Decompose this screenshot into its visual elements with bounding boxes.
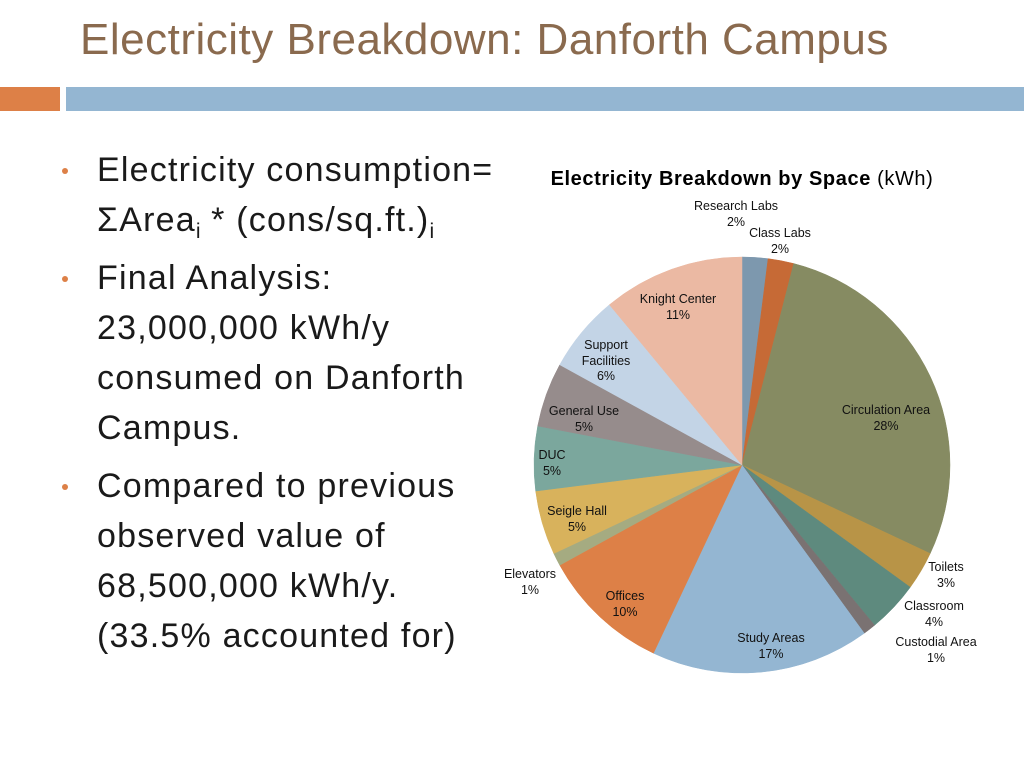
bullet-dot-icon	[62, 276, 68, 282]
bullet-dot-icon	[62, 484, 68, 490]
slide-title: Electricity Breakdown: Danforth Campus	[80, 15, 889, 64]
bullet-item: Final Analysis: 23,000,000 kWh/y consume…	[62, 253, 517, 453]
bullet-line: consumed on Danforth	[97, 359, 465, 397]
formula-consumption: * (cons/sq.ft.)	[200, 201, 430, 239]
pie-slice-study-areas	[653, 464, 865, 674]
bullet-line: 68,500,000 kWh/y.	[97, 567, 399, 605]
bullet-line: observed value of	[97, 517, 386, 555]
pie-chart	[533, 256, 951, 674]
bullet-list: Electricity consumption= ΣAreai * (cons/…	[62, 145, 517, 669]
bullet-item: Compared to previous observed value of 6…	[62, 461, 517, 661]
bullet-item: Electricity consumption= ΣAreai * (cons/…	[62, 145, 517, 245]
chart-title: Electricity Breakdown by Space (kWh)	[522, 168, 962, 190]
pie-slice-knight-center	[609, 256, 743, 466]
pie-slice-circulation-area	[741, 263, 951, 554]
title-accent-block	[0, 87, 60, 111]
formula-line: ΣAreai * (cons/sq.ft.)i	[97, 195, 517, 245]
pie-slice-offices	[559, 464, 743, 654]
bullet-line: Campus.	[97, 409, 242, 447]
formula-area: ΣArea	[97, 201, 196, 239]
bullet-dot-icon	[62, 168, 68, 174]
bullet-line: Compared to previous	[97, 467, 456, 505]
title-underline-bar	[66, 87, 1024, 111]
bullet-line: (33.5% accounted for)	[97, 617, 457, 655]
chart-title-unit: (kWh)	[877, 168, 934, 190]
formula-subscript: i	[429, 220, 435, 243]
bullet-line: 23,000,000 kWh/y	[97, 309, 391, 347]
bullet-line: Electricity consumption=	[97, 151, 494, 189]
bullet-line: Final Analysis:	[97, 259, 333, 297]
formula-subscript: i	[195, 220, 201, 243]
chart-title-text: Electricity Breakdown by Space	[550, 168, 871, 190]
